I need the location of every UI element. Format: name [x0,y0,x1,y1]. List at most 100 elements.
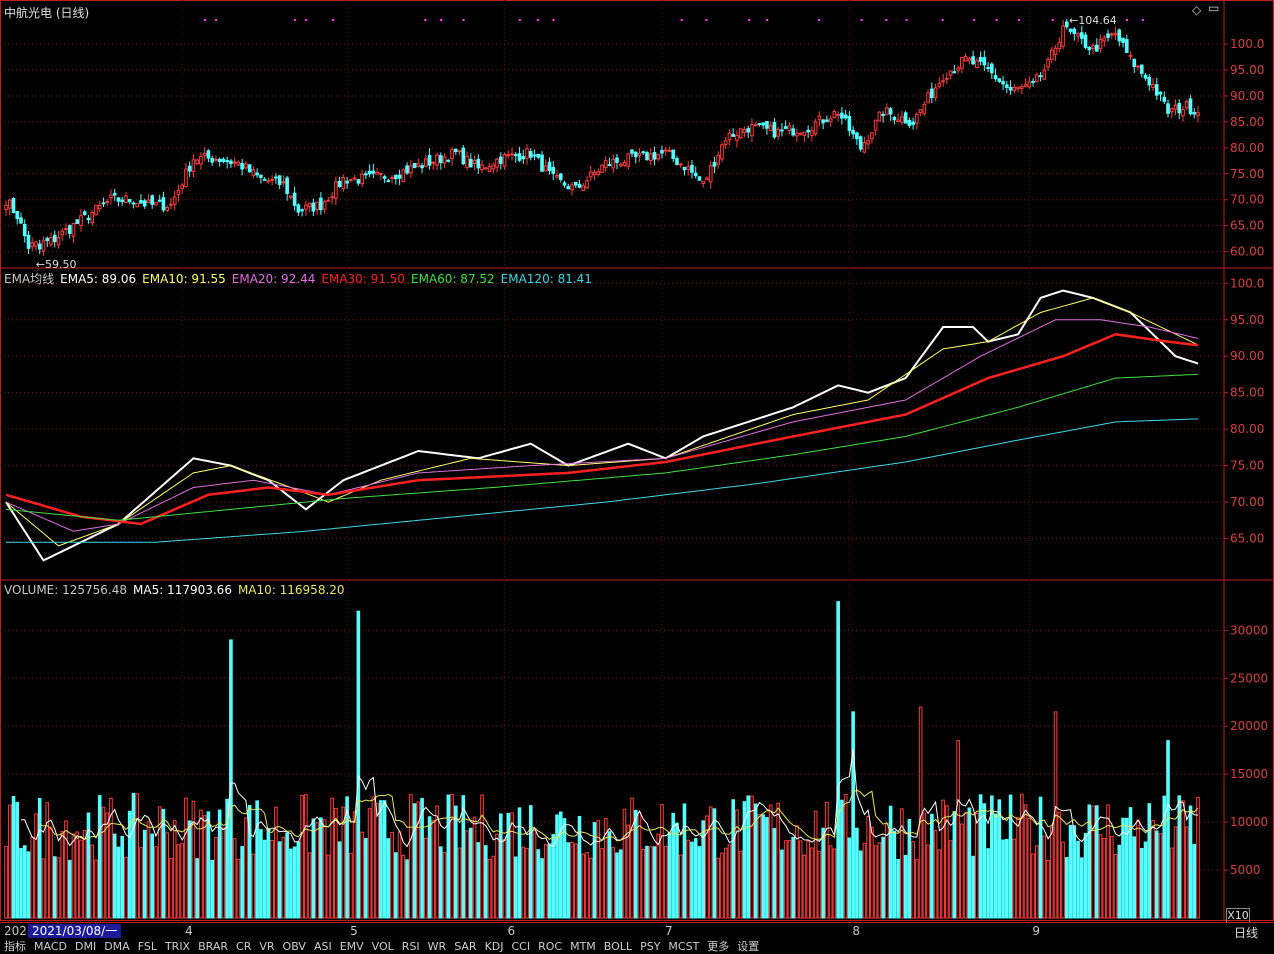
indicator-tab[interactable]: 指标 [4,940,26,953]
indicator-tab[interactable]: FSL [137,940,157,953]
indicator-tab[interactable]: SAR [454,940,477,953]
indicator-tab[interactable]: CR [236,940,252,953]
candle-body [157,199,162,202]
candle-body [626,153,631,167]
volume-bar [701,820,706,919]
candle-body [386,180,391,183]
indicator-tab[interactable]: ASI [313,940,332,953]
window-restore-icon[interactable]: ▭ [1208,1,1220,15]
indicator-tab[interactable]: BRAR [198,940,229,953]
volume-bar [626,824,631,919]
volume-bar [304,794,308,919]
volume-bar [412,803,417,919]
indicator-tab[interactable]: MCST [668,940,700,953]
candle-body [431,161,436,164]
volume-bar [528,805,533,919]
diamond-icon[interactable]: ◇ [1192,3,1202,17]
volume-bar [795,825,799,919]
candle-body [109,194,113,199]
candle-body [761,122,765,126]
price-axis-tick-label: 70.00 [1230,193,1264,207]
volume-bar [251,853,256,919]
indicator-tab[interactable]: DMI [74,940,97,953]
candle-body [296,204,301,213]
indicator-tab[interactable]: OBV [282,940,306,953]
indicator-tab[interactable]: ROC [538,940,563,953]
volume-bar [307,852,312,919]
candle-body [948,70,953,76]
candle-body [15,210,20,220]
indicator-tab[interactable]: VR [259,940,275,953]
candle-body [67,225,72,234]
volume-legend-item-1: MA5: 117903.66 [133,583,232,597]
candle-body [997,78,1002,82]
volume-bar [517,807,522,919]
candle-body [667,150,672,153]
month-tick-label: 9 [1032,924,1040,938]
indicator-tab[interactable]: PSY [640,940,661,953]
candle-body [240,162,244,170]
candle-body [768,125,773,131]
volume-bar [498,813,503,919]
month-tick-label: 6 [507,924,516,938]
indicator-tab[interactable]: VOL [371,940,394,953]
x10-zoom-button[interactable]: X10 [1226,908,1250,923]
candle-body [1109,33,1114,36]
indicator-tab[interactable]: 更多 [707,940,730,953]
candle-body [975,60,979,69]
volume-bar [416,801,421,919]
volume-bar [7,804,12,919]
volume-bar [349,853,353,919]
period-button[interactable]: 日线 [1234,926,1259,940]
candle-body [911,121,915,126]
indicator-tab[interactable]: KDJ [484,940,504,953]
indicator-tab[interactable]: MACD [34,940,67,953]
volume-bar [154,846,158,919]
candle-body [1192,112,1197,115]
event-marker [1141,19,1144,21]
volume-bar [1087,804,1092,919]
volume-bar [450,793,454,919]
volume-bar [761,814,765,919]
candle-body [693,172,698,177]
candle-body [843,114,848,119]
chart-title: 中航光电 (日线) [4,6,90,20]
candle-body [105,200,110,203]
cursor-date: 2021/03/08/一 [28,924,122,938]
candle-body [772,121,777,138]
indicator-tab[interactable]: CCI [511,940,531,953]
candle-body [506,154,511,157]
indicator-tab[interactable]: DMA [104,940,130,953]
indicator-tab[interactable]: TRIX [164,940,191,953]
ema-line-ema60 [5,373,1199,521]
candle-body [555,175,559,178]
volume-bar [648,846,653,919]
volume-bar [502,838,507,919]
indicator-tab[interactable]: 设置 [737,940,760,953]
candle-body [952,71,957,74]
candle-body [990,63,994,74]
volume-bar [967,807,972,919]
indicator-tabs[interactable]: 指标 MACD DMI DMA FSL TRIX BRAR CR VR OBV ASI EMV VOL R… [4,938,767,954]
candle-body [926,92,930,104]
indicator-tab[interactable]: EMV [339,940,364,953]
volume-bar [49,826,53,919]
candle-body [274,176,278,179]
volume-axis-tick-label: 25000 [1230,671,1268,685]
indicator-tab[interactable]: WR [427,940,447,953]
indicator-tab[interactable]: MTM [570,940,596,953]
candle-body [390,176,394,180]
indicator-tab[interactable]: RSI [401,940,420,953]
indicator-tab[interactable]: BOLL [603,940,633,953]
candle-body [986,66,990,69]
candle-body [112,192,117,196]
volume-bar [776,802,780,919]
price-axis-tick-label: 100.0 [1230,37,1264,51]
candle-body [1106,33,1110,38]
volume-bar [45,802,50,919]
volume-bar [337,841,342,919]
candle-body [154,201,158,206]
volume-bar [765,816,769,919]
candle-body [855,132,859,140]
